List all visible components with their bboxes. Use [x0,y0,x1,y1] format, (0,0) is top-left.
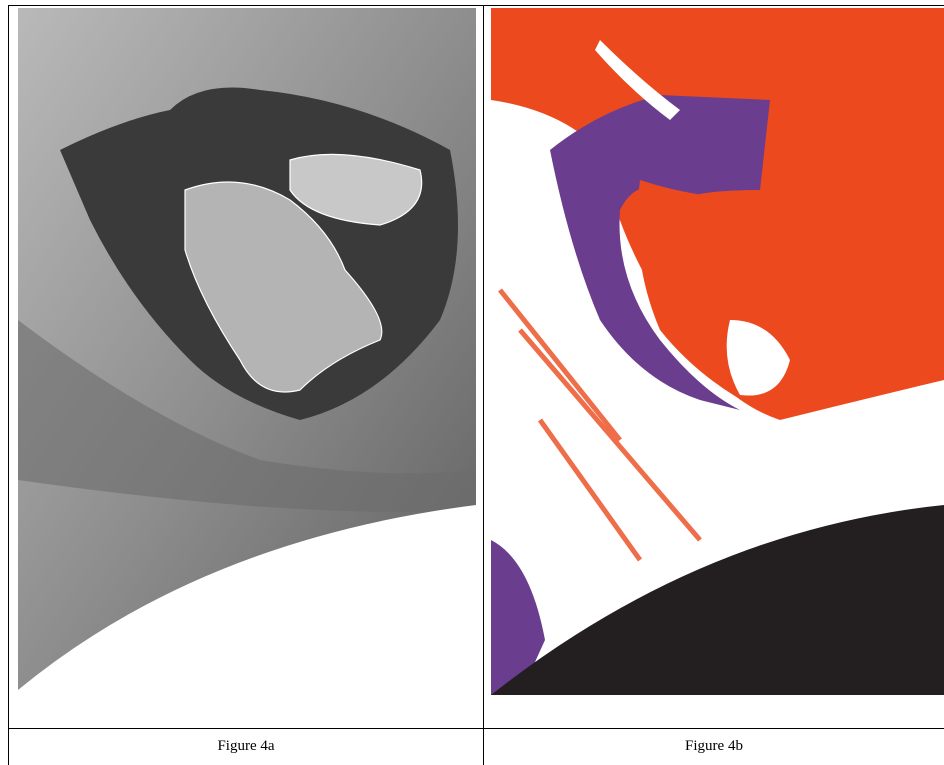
caption: Figure 4b [484,729,944,763]
classification-image [491,8,944,700]
figure-table [0,0,944,765]
page: Figure 4a Figure 4b (() => { const data … [0,0,944,765]
satellite-image [18,8,476,700]
caption: Figure 4a [9,729,483,763]
